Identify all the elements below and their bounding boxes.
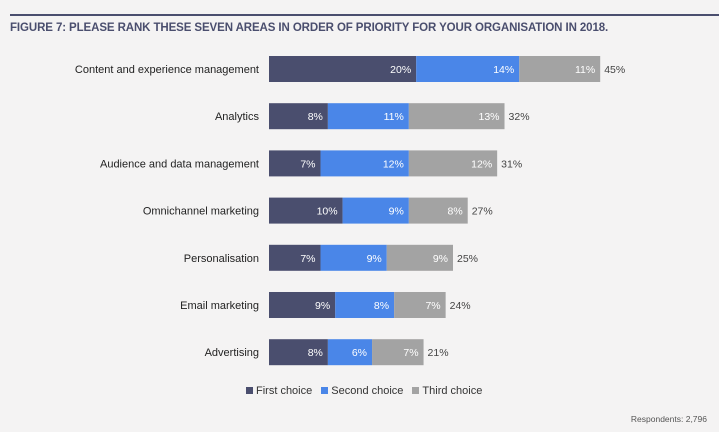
- total-label: 21%: [428, 347, 449, 359]
- data-label: 20%: [390, 64, 411, 76]
- data-label: 9%: [433, 253, 448, 265]
- data-label: 9%: [315, 300, 330, 312]
- legend-label: Second choice: [331, 385, 404, 397]
- bar-segment: [408, 150, 498, 177]
- data-label: 7%: [300, 253, 315, 265]
- bar-segment: [269, 292, 336, 318]
- data-label: 13%: [479, 111, 500, 123]
- bar-segment: [408, 197, 468, 224]
- data-label: 8%: [308, 111, 323, 123]
- data-label: 8%: [308, 347, 323, 359]
- bar-segment: [269, 56, 417, 82]
- category-label: Analytics: [215, 111, 260, 123]
- total-label: 27%: [472, 206, 493, 218]
- bar-segment: [519, 56, 601, 82]
- bar-segment: [269, 339, 328, 366]
- bar-segment: [335, 292, 395, 318]
- data-label: 8%: [448, 206, 463, 218]
- total-label: 25%: [457, 253, 478, 265]
- bar-segment: [327, 103, 409, 130]
- chart-title: FIGURE 7: PLEASE RANK THESE SEVEN AREAS …: [10, 22, 609, 34]
- category-label: Personalisation: [184, 253, 259, 265]
- category-label: Content and experience management: [75, 64, 259, 76]
- data-label: 12%: [383, 158, 404, 170]
- bar-segment: [269, 244, 321, 271]
- top-rule: [10, 14, 719, 16]
- total-label: 32%: [509, 111, 530, 123]
- legend-item: Second choice: [321, 385, 403, 397]
- legend-item: Third choice: [412, 385, 482, 397]
- total-label: 45%: [604, 64, 625, 76]
- bar-segment: [327, 339, 373, 366]
- bar-segment: [320, 150, 409, 177]
- legend-item: First choice: [246, 385, 312, 397]
- legend: First choice Second choice Third choice: [246, 385, 482, 397]
- respondents-note: Respondents: 2,796: [630, 414, 707, 424]
- bar-segment: [269, 197, 343, 224]
- bar-segment: [416, 56, 520, 82]
- bar-segment: [386, 244, 453, 271]
- data-label: 12%: [471, 158, 492, 170]
- bar-segment: [269, 103, 328, 130]
- total-label: 24%: [450, 300, 471, 312]
- total-label: 31%: [501, 158, 522, 170]
- bar-segment: [372, 339, 424, 366]
- legend-swatch: [321, 387, 329, 394]
- category-label: Omnichannel marketing: [143, 206, 259, 218]
- bar-segment: [394, 292, 446, 318]
- data-label: 10%: [317, 206, 338, 218]
- category-label: Audience and data management: [100, 158, 259, 170]
- data-label: 11%: [575, 64, 595, 76]
- legend-swatch: [246, 387, 253, 394]
- data-label: 9%: [367, 253, 382, 265]
- data-label: 8%: [374, 300, 389, 312]
- category-label: Email marketing: [180, 300, 259, 312]
- data-label: 7%: [300, 158, 315, 170]
- data-label: 9%: [389, 206, 404, 218]
- category-label: Advertising: [205, 347, 259, 359]
- data-label: 14%: [493, 64, 514, 76]
- data-label: 6%: [352, 347, 367, 359]
- legend-label: Third choice: [422, 385, 483, 397]
- data-label: 7%: [403, 347, 418, 359]
- bar-segment: [342, 197, 409, 224]
- data-label: 11%: [384, 111, 404, 123]
- legend-label: First choice: [256, 385, 313, 397]
- bar-segment: [320, 244, 387, 271]
- bar-segment: [269, 150, 321, 177]
- data-label: 7%: [425, 300, 440, 312]
- legend-swatch: [412, 387, 420, 394]
- bar-segment: [408, 103, 505, 130]
